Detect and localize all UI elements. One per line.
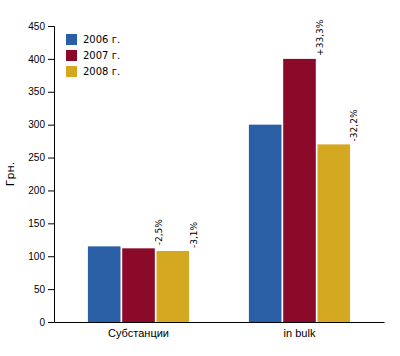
y-tick-mark (48, 223, 54, 224)
y-tick-label: 250 (28, 152, 45, 163)
y-tick-mark (48, 92, 54, 93)
y-tick-mark (48, 158, 54, 159)
legend: 2006 г. 2007 г. 2008 г. (66, 34, 120, 77)
y-tick-mark (48, 125, 54, 126)
legend-label: 2007 г. (83, 50, 120, 61)
y-tick-label: 100 (28, 251, 45, 262)
y-axis: 0 50 100 150 200 250 300 350 400 450 (28, 21, 54, 328)
y-tick: 200 (28, 185, 54, 196)
legend-item: 2008 г. (66, 66, 120, 77)
y-tick-mark (48, 322, 54, 323)
y-tick: 0 (39, 317, 54, 328)
y-tick: 150 (28, 218, 54, 229)
y-tick-mark (48, 289, 54, 290)
x-tick-label: Субстанции (108, 327, 169, 339)
y-tick: 400 (28, 54, 54, 65)
y-tick: 350 (28, 86, 54, 97)
bars (88, 59, 350, 322)
y-tick: 300 (28, 119, 54, 130)
y-tick-mark (48, 59, 54, 60)
y-tick: 450 (28, 21, 54, 32)
x-axis-line (55, 322, 385, 323)
legend-item: 2006 г. (66, 34, 120, 45)
chart: 0 50 100 150 200 250 300 350 400 450 Субстанции in … (0, 0, 400, 356)
y-axis-title: Грн. (4, 162, 17, 186)
y-tick-label: 450 (28, 21, 45, 32)
y-tick: 100 (28, 251, 54, 262)
y-tick-label: 50 (34, 284, 46, 295)
bar (157, 251, 190, 322)
y-tick-label: 300 (28, 119, 45, 130)
x-tick-label: in bulk (284, 327, 316, 339)
bar (249, 125, 282, 322)
y-tick-mark (48, 26, 54, 27)
legend-swatch (66, 50, 77, 61)
bar (317, 144, 350, 322)
legend-swatch (66, 34, 77, 45)
y-tick: 250 (28, 152, 54, 163)
bar (88, 246, 121, 322)
y-tick-label: 400 (28, 54, 45, 65)
y-tick-label: 150 (28, 218, 45, 229)
legend-label: 2008 г. (83, 66, 120, 77)
y-tick-mark (48, 256, 54, 257)
x-tick: Субстанции (108, 322, 169, 339)
y-tick-label: 350 (28, 86, 45, 97)
y-tick-label: 200 (28, 185, 45, 196)
legend-label: 2006 г. (83, 34, 120, 45)
annotation: +33,3% (315, 19, 325, 56)
bar (283, 59, 316, 322)
y-tick: 50 (34, 284, 54, 295)
y-tick-mark (48, 190, 54, 191)
legend-swatch (66, 66, 77, 77)
y-tick-label: 0 (39, 317, 45, 328)
annotation: -32,2% (349, 109, 359, 141)
legend-item: 2007 г. (66, 50, 120, 61)
bar (122, 248, 155, 322)
x-axis: Субстанции in bulk (55, 322, 385, 339)
annotation: -3,1% (189, 221, 199, 248)
annotation: -2,5% (154, 219, 164, 246)
y-axis-line (48, 27, 55, 323)
x-tick: in bulk (284, 322, 316, 339)
annotations: -2,5% +33,3% -3,1% -32,2% (154, 19, 359, 248)
